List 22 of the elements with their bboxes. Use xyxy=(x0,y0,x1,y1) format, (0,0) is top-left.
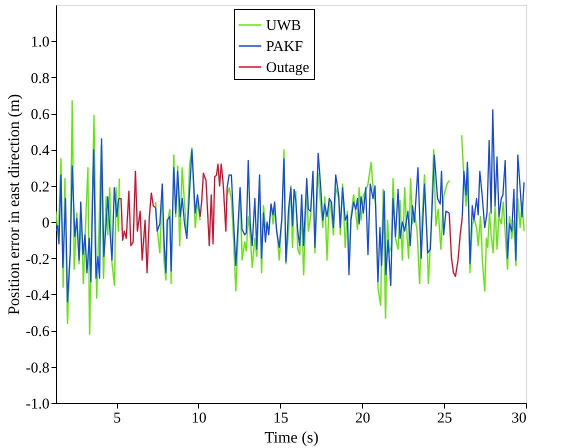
legend-label: PAKF xyxy=(266,39,303,55)
x-tick-label: 10 xyxy=(191,410,206,426)
x-tick-label: 30 xyxy=(512,410,526,426)
y-axis-title: Position error in east direction (m) xyxy=(6,94,23,315)
x-tick-label: 20 xyxy=(355,410,370,426)
y-tick-label: 0.6 xyxy=(30,107,50,124)
x-tick-label: 15 xyxy=(273,410,288,426)
x-axis-title: Time (s) xyxy=(264,430,319,446)
y-tick-label: 0 xyxy=(42,216,50,232)
x-tick-label: 25 xyxy=(437,410,452,426)
y-tick-label: -0.6 xyxy=(26,324,50,340)
y-tick-label: 0.4 xyxy=(30,143,50,160)
legend-label: Outage xyxy=(266,60,310,76)
y-tick-label: 0.8 xyxy=(30,70,50,87)
y-tick-label: -0.2 xyxy=(26,252,50,268)
y-tick-label: 0.2 xyxy=(30,179,50,196)
y-tick-label: -1.0 xyxy=(26,396,50,412)
legend-label: UWB xyxy=(266,18,301,34)
y-tick-label: 1.0 xyxy=(30,34,50,51)
y-tick-label: -0.4 xyxy=(26,288,50,304)
x-tick-label: 5 xyxy=(113,410,121,426)
y-tick-label: -0.8 xyxy=(26,360,50,376)
